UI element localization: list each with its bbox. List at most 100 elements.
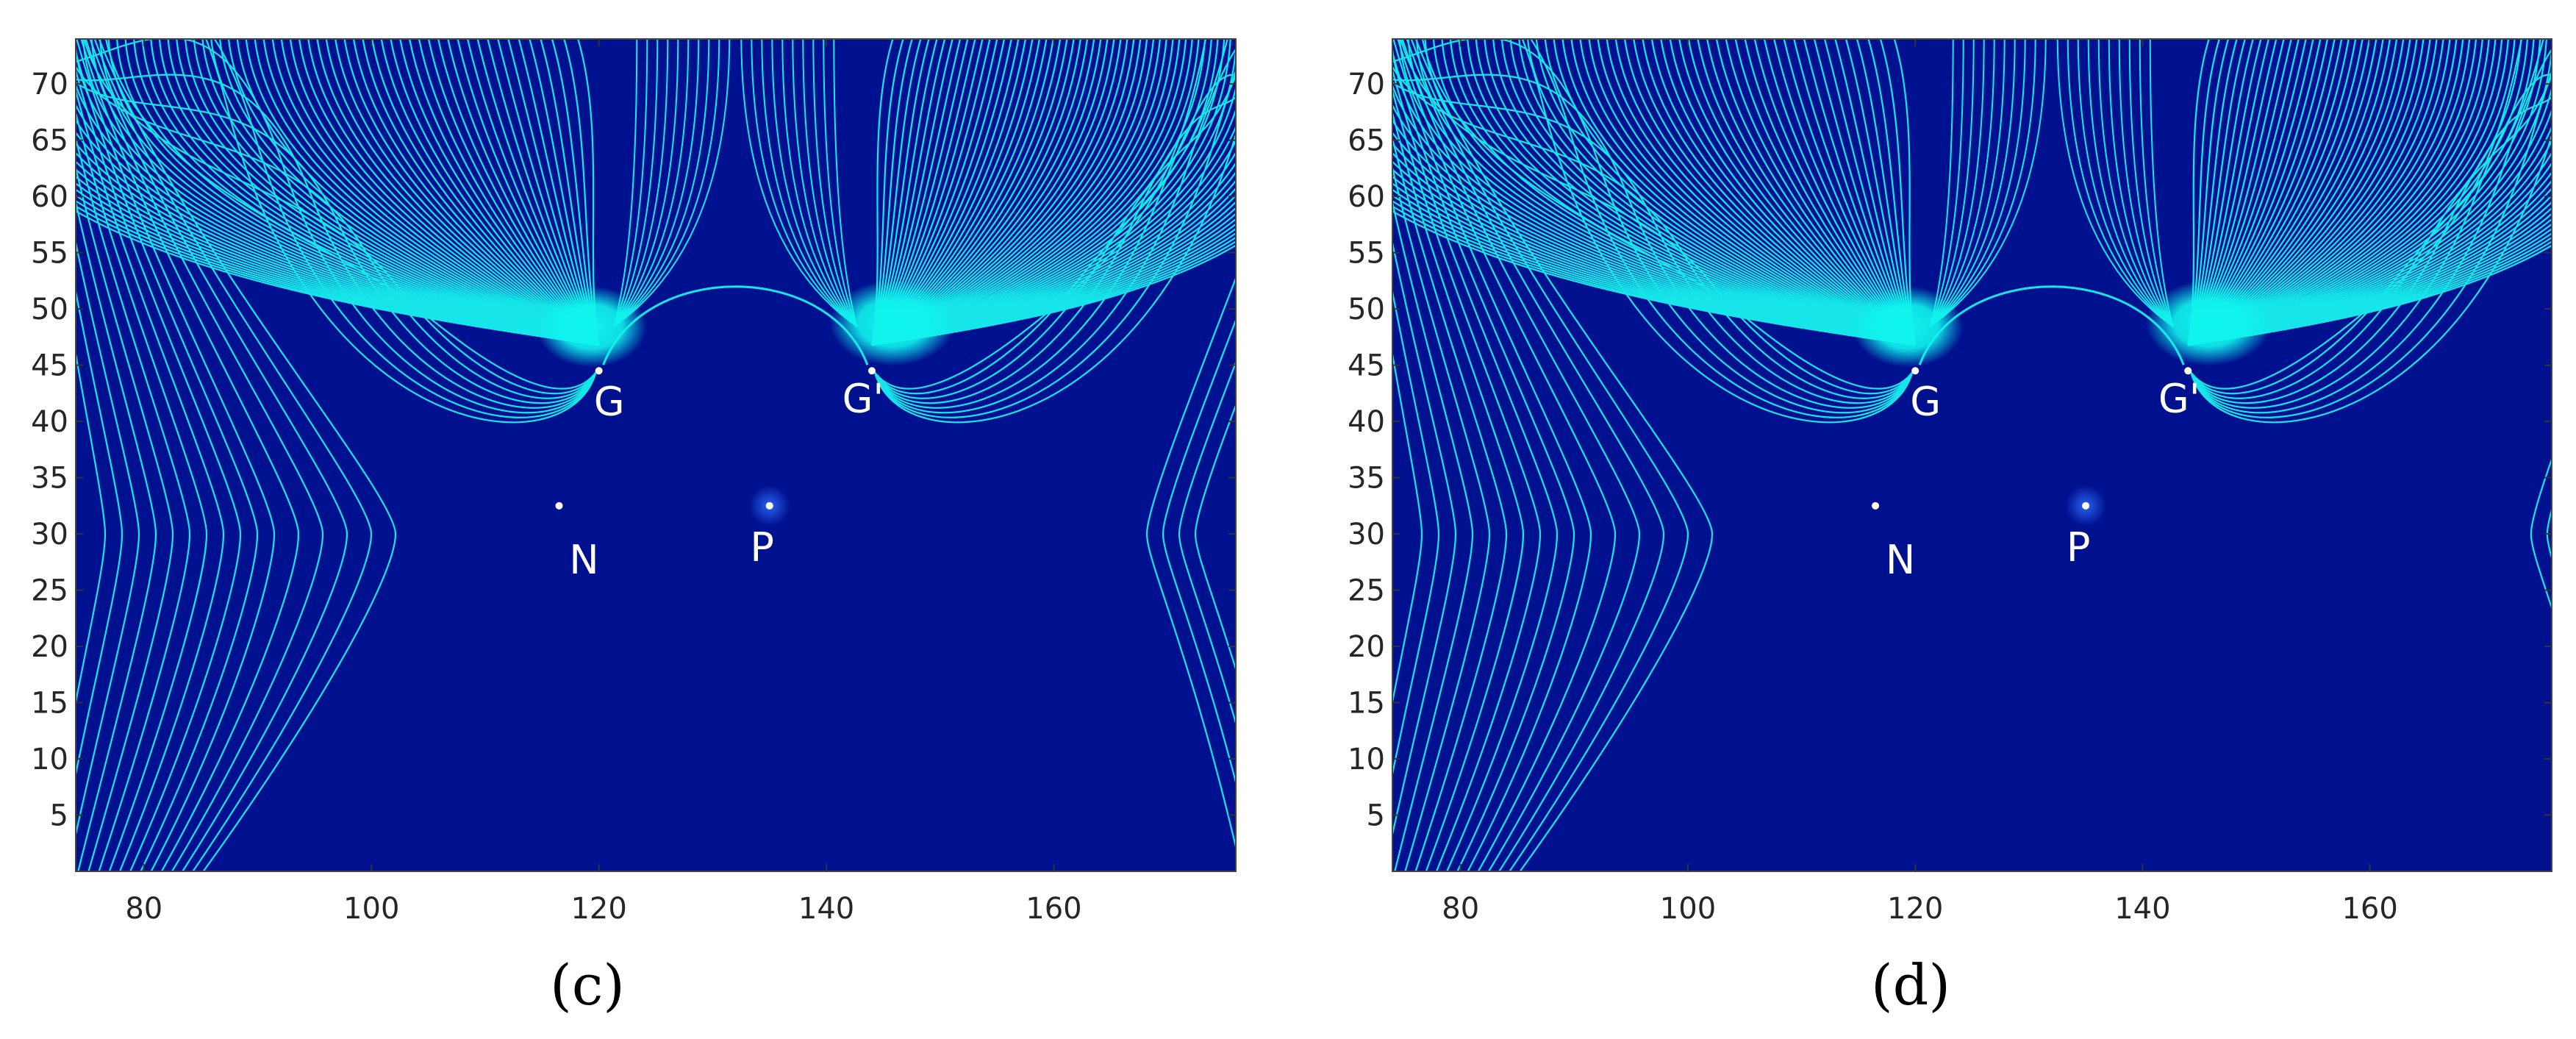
field-line	[76, 82, 597, 404]
panel-d: G G' N P 5 10 15 20 25 30 35 40 45 50 55 60 65 70 80 100 120…	[1288, 0, 2576, 1039]
y-tick-label: 25	[31, 574, 68, 608]
point-label-n: N	[1886, 537, 1915, 583]
field-line	[2077, 39, 2174, 328]
field-line	[1392, 87, 1542, 871]
point-g	[1911, 367, 1920, 375]
field-line	[2056, 39, 2174, 328]
field-line	[1929, 39, 2047, 328]
field-line	[873, 74, 1236, 409]
field-line	[613, 39, 731, 328]
field-line	[1392, 349, 1423, 707]
y-tick-label: 65	[1348, 124, 1385, 158]
point-n	[1872, 501, 1880, 510]
point-label-n: N	[569, 537, 598, 583]
field-line	[76, 67, 242, 871]
field-line	[1392, 39, 1914, 414]
field-line	[1392, 67, 1559, 871]
field-line	[76, 74, 597, 409]
field-line	[210, 39, 600, 346]
field-line	[740, 39, 858, 328]
point-label-g: G	[1910, 378, 1941, 424]
x-tick-label: 120	[1887, 892, 1943, 926]
field-line	[751, 39, 858, 328]
field-line	[1521, 39, 1914, 424]
field-line	[1392, 199, 1474, 871]
field-line	[1194, 403, 1236, 672]
field-line	[254, 39, 600, 346]
field-line	[1392, 65, 1914, 399]
field-line	[76, 349, 107, 707]
axes-frame	[75, 38, 1237, 872]
field-line	[873, 39, 1228, 395]
point-label-g: G	[594, 378, 625, 424]
field-line	[2190, 74, 2552, 409]
field-line	[262, 39, 600, 346]
field-line	[1392, 82, 1914, 404]
field-line	[871, 244, 1236, 346]
y-tick-label: 55	[1348, 237, 1385, 271]
field-lines	[76, 39, 1236, 871]
field-line	[1527, 39, 1916, 346]
field-line	[1392, 210, 1916, 346]
x-tick-label: 100	[1660, 892, 1716, 926]
field-line	[76, 39, 597, 414]
y-tick-label: 55	[31, 237, 68, 271]
field-line	[2190, 48, 2552, 414]
panel-c: G G' N P 5 10 15 20 25 30 35 40 45 50 55 60 65 70 80 100 120…	[31, 38, 1237, 1018]
field-line	[612, 39, 710, 328]
field-line	[1535, 39, 1916, 346]
field-line	[761, 39, 858, 328]
axes-frame	[1392, 38, 2552, 872]
source-glow-g	[536, 286, 647, 368]
x-tick-label: 100	[343, 892, 399, 926]
y-tick-label: 70	[1348, 68, 1385, 101]
x-tick-label: 140	[798, 892, 854, 926]
field-line	[1410, 39, 1689, 871]
field-line	[93, 39, 373, 871]
source-glow-g	[1853, 286, 1964, 368]
field-line	[1414, 39, 1714, 871]
source-glow-g-prime	[829, 280, 955, 366]
field-line	[185, 39, 600, 346]
y-tick-label: 15	[31, 687, 68, 721]
field-line	[2190, 39, 2544, 395]
chart-d: G G' N P 5 10 15 20 25 30 35 40 45 50 55 60 65 70 80 100 120…	[1348, 38, 2552, 926]
panel-label-c: (c)	[550, 952, 625, 1018]
panel-label-d: (d)	[1871, 952, 1950, 1018]
y-tick-label: 60	[31, 180, 68, 214]
source-glow-g-prime	[2146, 280, 2272, 366]
field-line	[201, 39, 600, 346]
point-n	[555, 501, 563, 510]
x-tick-label: 160	[1026, 892, 1081, 926]
y-tick-label: 40	[1348, 405, 1385, 439]
field-line	[83, 39, 597, 395]
field-line	[2530, 457, 2552, 611]
x-tick-label: 80	[125, 892, 162, 926]
plot-background	[1392, 39, 2552, 871]
point-label-g-prime: G'	[2158, 375, 2200, 421]
field-line	[76, 135, 191, 871]
field-line	[1561, 39, 1916, 346]
y-tick-label: 30	[1348, 518, 1385, 551]
field-line	[1518, 39, 1916, 346]
field-line	[1392, 49, 1575, 871]
field-line	[1500, 39, 1916, 346]
point-label-p: P	[2067, 524, 2091, 571]
y-tick-label: 30	[31, 518, 68, 551]
y-tick-label: 10	[1348, 743, 1385, 776]
y-tick-label: 25	[1348, 574, 1385, 608]
field-line	[1929, 39, 2026, 328]
field-lines	[1392, 39, 2552, 871]
chart-c: G G' N P 5 10 15 20 25 30 35 40 45 50 55 60 65 70 80 100 120…	[31, 38, 1237, 926]
y-tick-label: 45	[31, 349, 68, 383]
y-tick-label: 50	[1348, 293, 1385, 326]
y-tick-label: 45	[1348, 349, 1385, 383]
field-line	[1929, 39, 2036, 328]
y-tick-label: 20	[1348, 630, 1385, 664]
field-line	[245, 39, 600, 346]
y-tick-label: 35	[31, 462, 68, 496]
field-line	[1392, 39, 1592, 871]
point-label-g-prime: G'	[842, 375, 884, 421]
field-line	[1570, 39, 1916, 346]
y-tick-label: 15	[1348, 687, 1385, 721]
